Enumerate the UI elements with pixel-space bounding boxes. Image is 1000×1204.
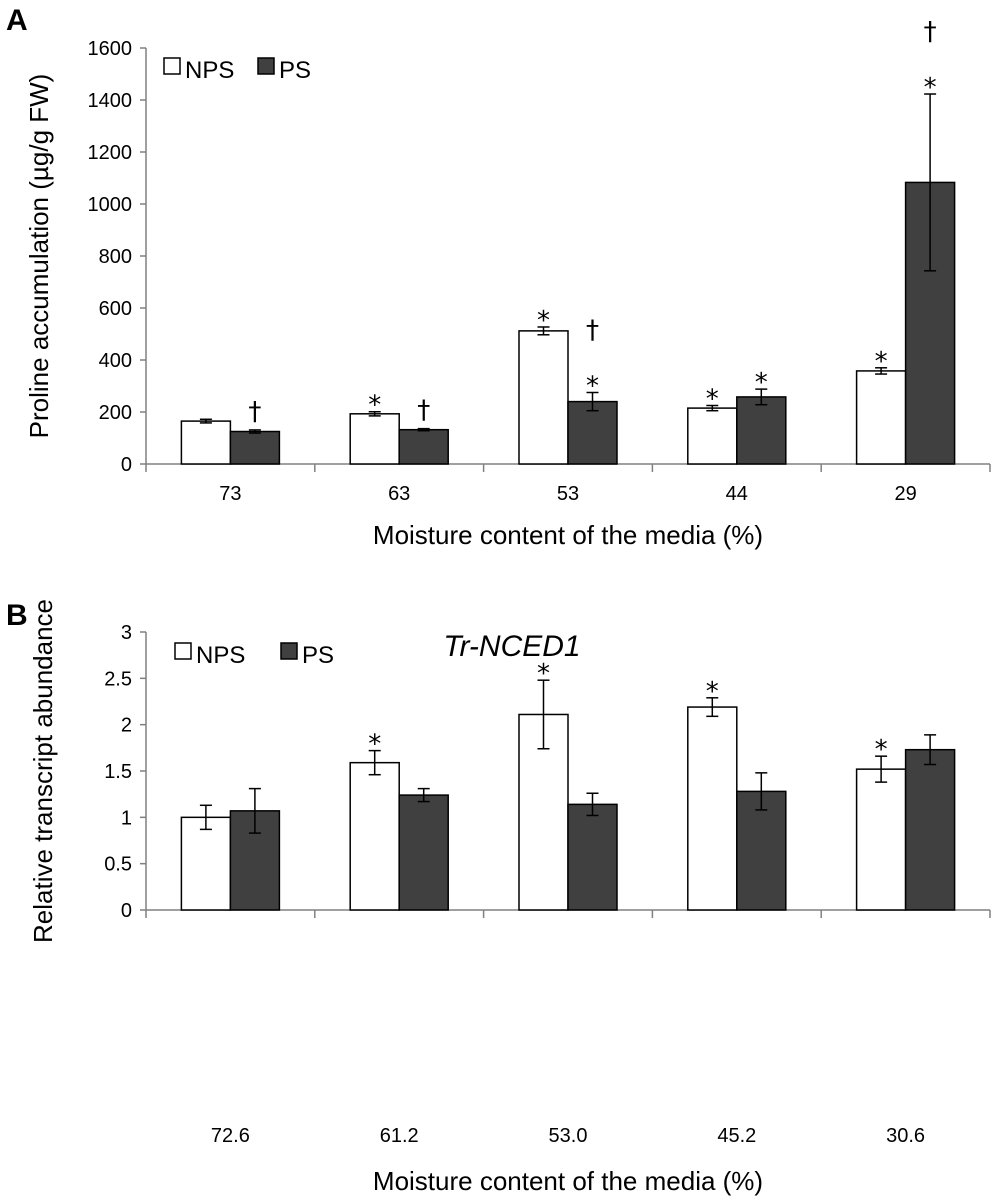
panel-a-bar-ps-1 [398, 428, 449, 465]
panel-a-y-tick-label-7: 1400 [88, 90, 133, 112]
panel-a-y-tick-label-5: 1000 [88, 194, 133, 216]
panel-a-y-axis-title: Proline accumulation (µg/g FW) [24, 74, 54, 439]
panel-a-mark-nps-2-0: * [537, 306, 550, 336]
panel-b-y-tick-label-5: 2.5 [104, 668, 132, 690]
panel-b-bar-nps-4 [855, 768, 907, 911]
panel-b-mark-nps-3-0: * [706, 677, 719, 707]
panel-a-bar-ps-2 [567, 400, 618, 465]
panel-a-bar-ps-0 [229, 430, 281, 465]
panel-a-mark-ps-3-0: * [755, 368, 768, 398]
panel-b-x-tick-label-1: 61.2 [380, 1125, 419, 1147]
panel-a-bar-nps-3 [687, 407, 738, 465]
panel-a-mark-ps-2-1: * [586, 372, 599, 402]
panel-b-y-axis-title: Relative transcript abundance [28, 599, 58, 943]
panel-b-x-tick-label-4: 30.6 [886, 1125, 925, 1147]
panel-a-letter: A [6, 4, 28, 37]
panel-a-mark-nps-4-0: * [875, 347, 888, 377]
panel-b-y-tick-label-3: 1.5 [104, 761, 132, 783]
panel-a-x-tick-label-4: 29 [894, 483, 916, 505]
panel-b-letter: B [6, 599, 28, 632]
panel-a-bar-nps-4 [855, 370, 907, 465]
panel-b-x-axis-title: Moisture content of the media (%) [373, 1166, 763, 1196]
panel-b-legend-label-ps: PS [302, 642, 334, 669]
panel-a-y-tick-label-8: 1600 [88, 38, 133, 60]
panel-a-legend-label-nps: NPS [185, 57, 234, 84]
panel-a-x-tick-label-2: 53 [557, 483, 579, 505]
panel-b-bar-ps-2 [567, 803, 618, 911]
panel-b-x-tick-label-3: 45.2 [717, 1125, 756, 1147]
panel-a-mark-ps-2-0: † [586, 316, 599, 346]
panel-b-bar-nps-3 [687, 706, 738, 911]
panel-b-bar-ps-3 [736, 790, 787, 911]
panel-a-y-tick-label-0: 0 [121, 454, 132, 476]
panel-b-bar-nps-0 [180, 816, 232, 911]
panel-a-legend-swatch-nps [163, 57, 181, 75]
panel-a-y-tick-label-4: 800 [99, 246, 132, 268]
panel-a-x-tick-label-0: 73 [219, 483, 241, 505]
panel-a-mark-ps-4-0: † [924, 17, 937, 47]
panel-b-legend-swatch-nps [174, 642, 192, 660]
panel-b-bar-ps-1 [398, 794, 449, 911]
panel-b-mark-nps-4-0: * [875, 735, 888, 765]
panel-a-mark-nps-1-0: * [368, 391, 381, 421]
panel-b-title: Tr-NCED1 [443, 630, 580, 663]
panel-a-bar-ps-3 [736, 396, 787, 465]
panel-b-legend-swatch-ps [280, 642, 298, 660]
panel-a-mark-ps-4-1: * [924, 73, 937, 103]
panel-b-y-tick-label-6: 3 [121, 622, 132, 644]
panel-a-mark-nps-3-0: * [706, 385, 719, 415]
panel-a-x-axis-title: Moisture content of the media (%) [373, 520, 763, 550]
panel-a-x-tick-label-1: 63 [388, 483, 410, 505]
panel-b-legend-label-nps: NPS [196, 642, 245, 669]
panel-b-mark-nps-2-0: * [537, 659, 550, 689]
panel-b-x-tick-label-0: 72.6 [211, 1125, 250, 1147]
panel-b-bar-ps-4 [904, 748, 956, 911]
panel-b-bar-nps-1 [349, 761, 400, 911]
panel-b-y-tick-label-2: 1 [121, 807, 132, 829]
panel-a-legend-label-ps: PS [279, 57, 311, 84]
panel-a-bar-nps-0 [180, 420, 232, 465]
panel-a-y-tick-label-2: 400 [99, 350, 132, 372]
panel-a-y-tick-label-1: 200 [99, 402, 132, 424]
panel-a-x-tick-label-3: 44 [726, 483, 748, 505]
panel-a-mark-ps-0-0: † [248, 397, 261, 427]
panel-a-bar-nps-1 [349, 413, 400, 465]
panel-a-mark-ps-1-0: † [417, 396, 430, 426]
panel-a-bar-nps-2 [518, 330, 569, 465]
panel-a-y-tick-label-6: 1200 [88, 142, 133, 164]
panel-b-mark-nps-1-0: * [368, 730, 381, 760]
panel-a-y-tick-label-3: 600 [99, 298, 132, 320]
panel-b-y-tick-label-4: 2 [121, 715, 132, 737]
panel-a-legend-swatch-ps [257, 57, 275, 75]
panel-b-y-tick-label-1: 0.5 [104, 854, 132, 876]
panel-b-x-tick-label-2: 53.0 [549, 1125, 588, 1147]
panel-b-y-tick-label-0: 0 [121, 900, 132, 922]
